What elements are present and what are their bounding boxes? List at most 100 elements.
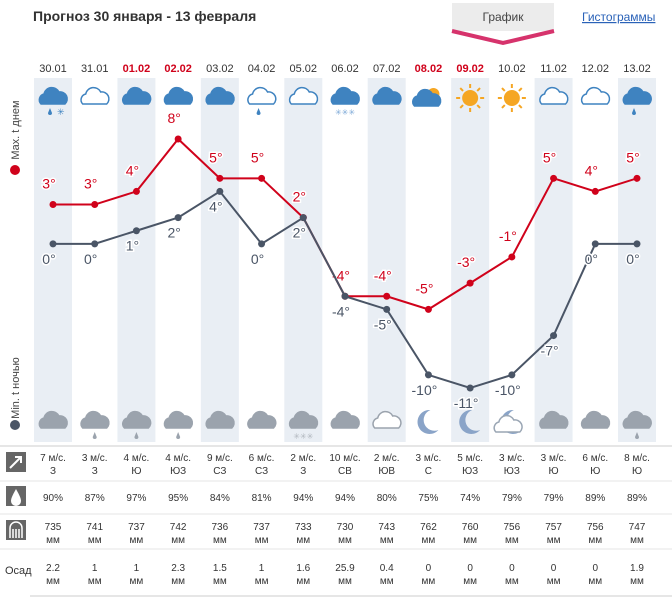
cloud [372, 86, 402, 105]
temp-point [508, 371, 516, 379]
precip: 0.4 [380, 563, 394, 574]
wind-dir: Ю [131, 466, 141, 477]
temp-label: -11° [454, 395, 479, 411]
cloud [539, 410, 569, 429]
precip: 0 [426, 563, 432, 574]
temp-label: -10° [495, 382, 521, 398]
temp-point [216, 187, 224, 195]
cloud [288, 86, 319, 105]
cloud [122, 86, 152, 105]
date-label: 10.02 [498, 63, 526, 75]
temp-point [91, 201, 99, 209]
wind-dir: ЮВ [378, 466, 395, 477]
pressure: 756 [504, 522, 521, 533]
precip-unit: мм [422, 576, 436, 587]
pressure-unit: мм [130, 535, 144, 546]
precip: 1.5 [213, 563, 227, 574]
date-label: 01.02 [123, 63, 151, 75]
temp-point [550, 332, 558, 340]
column-stripe [451, 78, 490, 442]
temp-label: 0° [42, 251, 55, 267]
barometer [9, 521, 23, 538]
temp-label: 5° [626, 149, 639, 165]
wind-speed: 7 м/с. [40, 453, 66, 464]
wind-dir: З [92, 466, 98, 477]
humidity: 74% [460, 493, 480, 504]
temp-point [466, 384, 474, 392]
rain-drop [48, 108, 52, 115]
temp-label: -10° [412, 382, 438, 398]
snow: ✳ [57, 107, 65, 117]
date-label: 07.02 [373, 63, 401, 75]
precip-unit: мм [338, 576, 352, 587]
rain-drop [92, 432, 97, 439]
wind-speed: 3 м/с. [82, 453, 108, 464]
humidity: 87% [85, 493, 105, 504]
date-label: 30.01 [39, 63, 67, 75]
wind-speed: 6 м/с. [582, 453, 608, 464]
precip: 2.3 [171, 563, 185, 574]
temp-label: -5° [374, 316, 392, 332]
temp-label: 4° [585, 162, 598, 178]
wind-dir: ЮЗ [462, 466, 478, 477]
cloud [539, 86, 569, 105]
precip: 1 [259, 563, 265, 574]
precip: 25.9 [335, 563, 355, 574]
pressure: 741 [86, 522, 103, 533]
temp-label: -3° [457, 254, 475, 270]
pressure-unit: мм [88, 535, 102, 546]
column-stripe [34, 78, 72, 442]
legend-label: Max. t днем [10, 100, 22, 159]
column-stripe [534, 78, 573, 442]
precip-label: Осад [5, 565, 32, 577]
date-label: 09.02 [456, 63, 484, 75]
pressure: 760 [462, 522, 479, 533]
humidity: 94% [335, 493, 355, 504]
pressure-unit: мм [505, 535, 519, 546]
precip-unit: мм [588, 576, 602, 587]
precip: 0 [509, 563, 515, 574]
wind-speed: 4 м/с. [165, 453, 191, 464]
rain-drop [134, 432, 139, 439]
cloud [38, 86, 68, 105]
cloud [622, 410, 652, 429]
pressure-unit: мм [255, 535, 269, 546]
pressure-unit: мм [213, 535, 227, 546]
cloud [80, 410, 110, 429]
precip: 0 [593, 563, 599, 574]
wind-speed: 3 м/с. [416, 453, 442, 464]
tab-bg[interactable] [452, 3, 554, 31]
date-label: 13.02 [623, 63, 651, 75]
pressure-unit: мм [630, 535, 644, 546]
sun-ray [476, 87, 481, 92]
wind-speed: 3 м/с. [541, 453, 567, 464]
legend-dot [10, 165, 20, 175]
wind-dir: СЗ [213, 466, 226, 477]
precip-unit: мм [171, 576, 185, 587]
temp-point [258, 174, 266, 182]
humidity: 81% [252, 493, 272, 504]
date-label: 12.02 [582, 63, 610, 75]
temp-label: 4° [209, 198, 222, 214]
precip-unit: мм [46, 576, 60, 587]
precip-unit: мм [296, 576, 310, 587]
temp-point [132, 227, 140, 235]
cloud [580, 410, 611, 429]
humidity: 90% [43, 493, 63, 504]
temp-point [91, 240, 99, 248]
temp-label: -4° [332, 303, 350, 319]
tab-link[interactable]: Гистограммы [582, 10, 655, 24]
cloud [205, 410, 235, 429]
temp-point [508, 253, 516, 261]
wind-speed: 4 м/с. [124, 453, 150, 464]
temp-label: 2° [293, 225, 306, 241]
temp-point [258, 240, 266, 248]
wind-dir: Ю [549, 466, 559, 477]
sun [503, 90, 520, 106]
temp-label: 0° [585, 251, 598, 267]
cloud [205, 86, 235, 105]
tab-active[interactable]: График [483, 10, 525, 24]
pressure-unit: мм [547, 535, 561, 546]
date-label: 02.02 [164, 63, 192, 75]
wind-speed: 10 м/с. [329, 453, 360, 464]
